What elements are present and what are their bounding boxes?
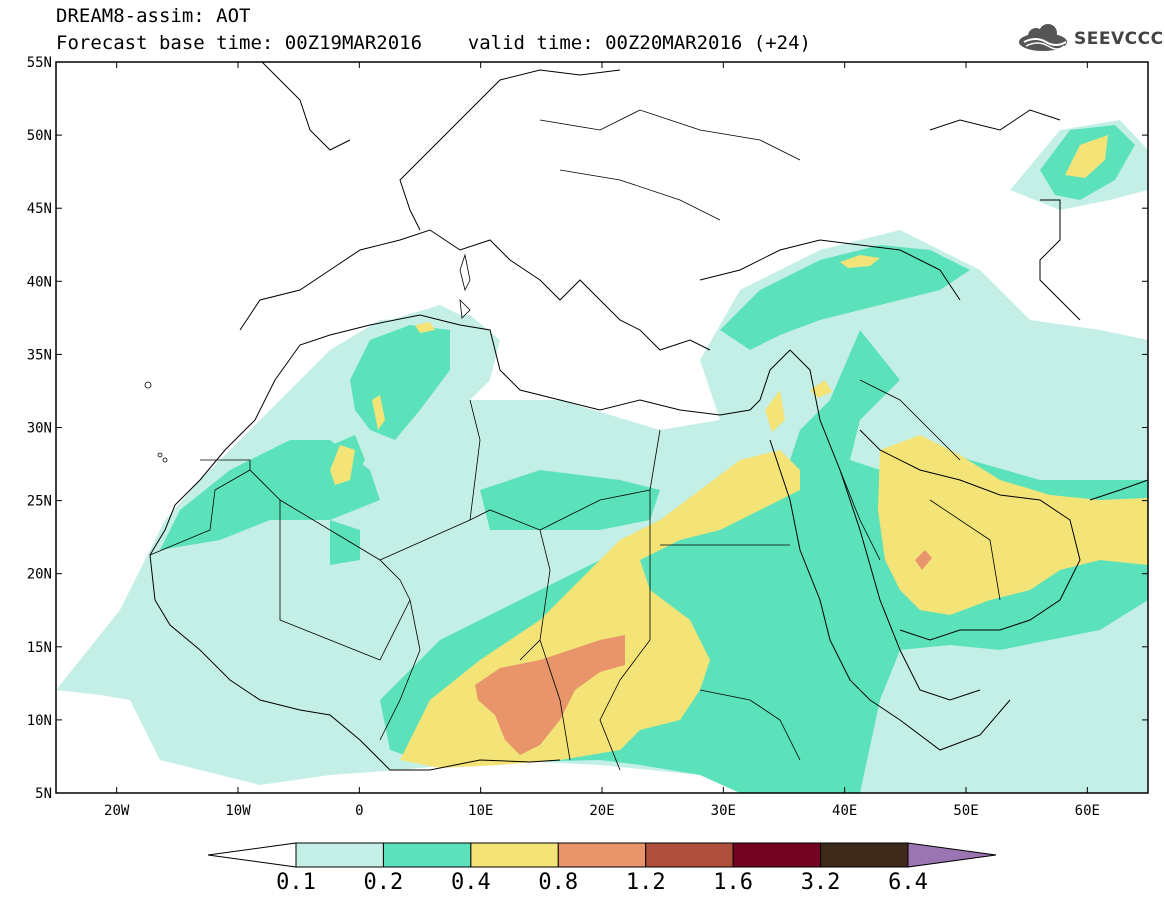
lat-label: 35N	[27, 347, 52, 363]
lon-label: 50E	[953, 803, 978, 819]
lat-label: 5N	[35, 786, 52, 802]
colorbar-segment	[732, 842, 822, 868]
colorbar-label: 0.8	[538, 870, 578, 895]
colorbar-label: 0.1	[276, 870, 316, 895]
lon-label: 0	[355, 803, 363, 819]
lon-label: 20W	[104, 803, 130, 819]
colorbar-segment	[557, 842, 647, 868]
map-title: DREAM8-assim: AOT	[56, 5, 251, 27]
lat-label: 10N	[27, 713, 52, 729]
colorbar-label: 1.6	[713, 870, 753, 895]
lat-label: 15N	[27, 640, 52, 656]
colorbar-segments	[207, 842, 997, 868]
colorbar-label: 0.2	[364, 870, 404, 895]
colorbar-segment	[470, 842, 559, 868]
islands	[144, 253, 471, 463]
colorbar-segment	[820, 842, 909, 868]
lat-label: 20N	[27, 567, 52, 583]
colorbar-arrow-high	[907, 842, 997, 868]
lon-label: 10E	[468, 803, 493, 819]
lat-label: 25N	[27, 494, 52, 510]
coastlines	[149, 62, 1148, 771]
lon-label: 60E	[1075, 803, 1100, 819]
colorbar-label: 3.2	[801, 870, 841, 895]
lat-label: 50N	[27, 128, 52, 144]
colorbar-label: 0.4	[451, 870, 491, 895]
latitude-labels: 55N 50N 45N 40N 35N 30N 25N 20N 15N 10N 5N	[27, 55, 52, 802]
colorbar-label: 6.4	[888, 870, 928, 895]
lon-label: 30E	[711, 803, 736, 819]
colorbar-label: 1.2	[626, 870, 666, 895]
map-area	[56, 62, 1148, 793]
colorbar-segment	[645, 842, 734, 868]
aot-level-0.8	[475, 550, 932, 755]
lon-label: 10W	[225, 803, 251, 819]
lon-label: 20E	[589, 803, 614, 819]
colorbar-segment	[295, 842, 384, 868]
longitude-labels: 20W 10W 0 10E 20E 30E 40E 50E 60E	[104, 803, 1100, 819]
lat-label: 40N	[27, 274, 52, 290]
country-borders	[149, 109, 1001, 771]
colorbar-arrow-low	[207, 842, 297, 868]
lat-label: 30N	[27, 421, 52, 437]
colorbar-labels: 0.1 0.2 0.4 0.8 1.2 1.6 3.2 6.4	[276, 870, 928, 895]
forecast-time-subtitle: Forecast base time: 00Z19MAR2016 valid t…	[56, 32, 811, 54]
lon-label: 40E	[832, 803, 857, 819]
lat-label: 45N	[27, 201, 52, 217]
lat-label: 55N	[27, 55, 52, 71]
brand-name: SEEVCCC	[1074, 29, 1164, 49]
brand-logo: SEEVCCC	[1016, 24, 1164, 54]
cloud-icon	[1019, 24, 1067, 51]
axis-ticks	[56, 61, 1148, 794]
colorbar-segment	[382, 842, 472, 868]
